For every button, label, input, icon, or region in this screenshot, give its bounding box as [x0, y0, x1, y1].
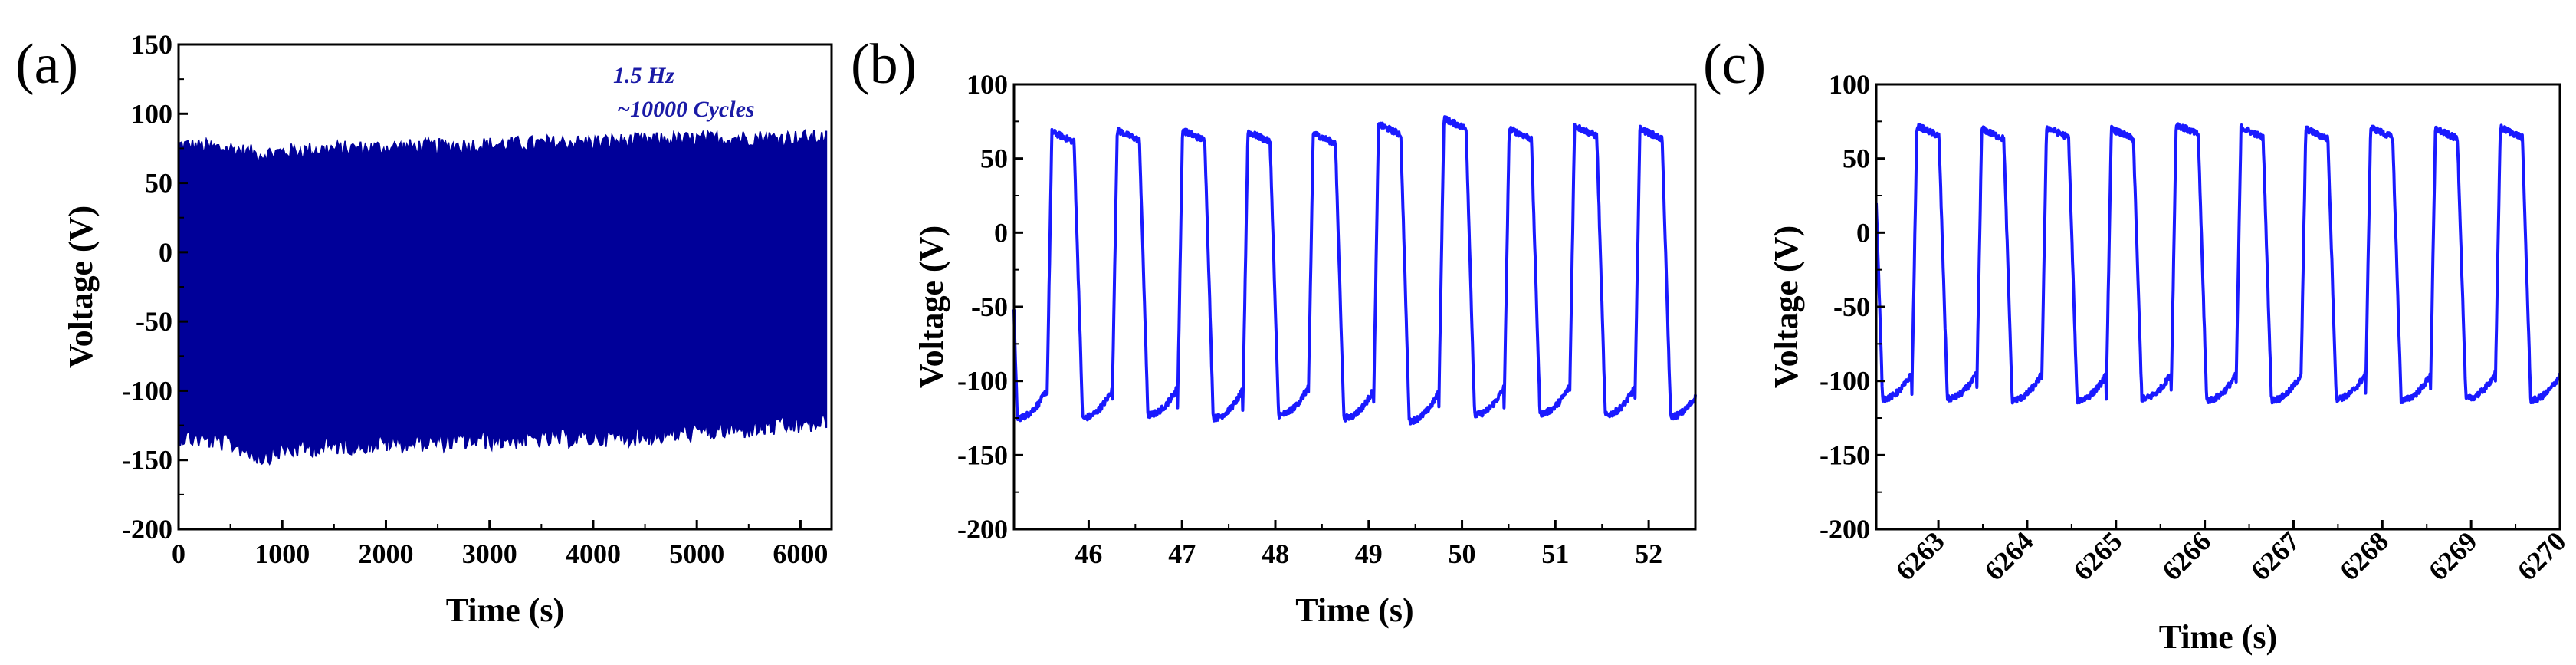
y-tick-label: -150: [122, 445, 172, 476]
x-tick-label: 6265: [2067, 525, 2128, 586]
panel-label: (a): [15, 33, 78, 96]
y-tick-label: -50: [1833, 291, 1870, 322]
x-tick-label: 3000: [462, 538, 517, 569]
y-tick-label: -200: [1820, 514, 1870, 545]
y-tick-label: -150: [1820, 439, 1870, 470]
y-tick-label: 150: [131, 29, 172, 60]
x-tick-label: 6270: [2511, 525, 2571, 586]
y-tick-label: -200: [122, 514, 172, 545]
y-tick-label: 50: [145, 168, 172, 199]
y-tick-label: 100: [1829, 69, 1870, 100]
x-tick-label: 6269: [2423, 525, 2483, 586]
y-tick-label: 100: [131, 98, 172, 129]
y-tick-label: 0: [1856, 217, 1870, 248]
annotation-cycles: ~10000 Cycles: [617, 97, 755, 122]
y-axis-title: Voltage (V): [913, 226, 950, 388]
y-tick-label: -50: [971, 291, 1008, 322]
y-tick-label: 100: [966, 69, 1008, 100]
panel-label: (c): [1703, 33, 1766, 96]
y-axis-title: Voltage (V): [62, 206, 100, 368]
y-tick-label: 50: [1843, 143, 1870, 174]
y-tick-label: -100: [122, 375, 172, 406]
signal-line: [1875, 122, 2561, 405]
annotation-frequency: 1.5 Hz: [613, 63, 674, 88]
x-tick-label: 0: [172, 538, 185, 569]
x-axis-title: Time (s): [2159, 618, 2277, 656]
x-tick-label: 6000: [773, 538, 828, 569]
x-tick-label: 6264: [1978, 525, 2039, 586]
x-tick-label: 4000: [566, 538, 621, 569]
x-axis-title: Time (s): [446, 591, 564, 629]
x-tick-label: 6267: [2245, 525, 2305, 586]
x-tick-label: 1000: [254, 538, 310, 569]
x-tick-label: 52: [1635, 538, 1662, 569]
panel-b: (b) 100 50 0 -50 -100 -150 -200 46 47 48 49 50 51 52 Ti…: [851, 33, 1697, 629]
x-tick-label: 2000: [358, 538, 413, 569]
x-tick-label: 6268: [2334, 525, 2394, 586]
y-axis-title: Voltage (V): [1767, 226, 1805, 388]
y-tick-label: 0: [159, 237, 172, 268]
x-tick-label: 50: [1449, 538, 1476, 569]
signal-line: [1012, 115, 1697, 426]
y-tick-label: -200: [957, 514, 1008, 545]
y-tick-label: -50: [136, 306, 172, 337]
y-tick-label: 50: [980, 143, 1008, 174]
y-tick-label: -150: [957, 439, 1008, 470]
x-tick-label: 47: [1168, 538, 1196, 569]
y-tick-label: 0: [994, 217, 1008, 248]
panel-c: (c) 100 50 0 -50 -100 -150 -200 6263 6264 6265 6266…: [1703, 33, 2572, 656]
signal-fill: [178, 129, 828, 466]
x-tick-label: 49: [1355, 538, 1383, 569]
y-tick-label: -100: [1820, 366, 1870, 397]
x-tick-label: 6263: [1890, 525, 1951, 586]
x-tick-label: 5000: [669, 538, 724, 569]
panel-label: (b): [851, 33, 917, 96]
x-tick-label: 48: [1262, 538, 1289, 569]
x-axis-title: Time (s): [1295, 591, 1413, 629]
y-tick-label: -100: [957, 366, 1008, 397]
x-tick-label: 46: [1075, 538, 1102, 569]
x-tick-label: 51: [1541, 538, 1569, 569]
signal-band: [178, 129, 828, 466]
x-tick-label: 6266: [2156, 525, 2217, 586]
